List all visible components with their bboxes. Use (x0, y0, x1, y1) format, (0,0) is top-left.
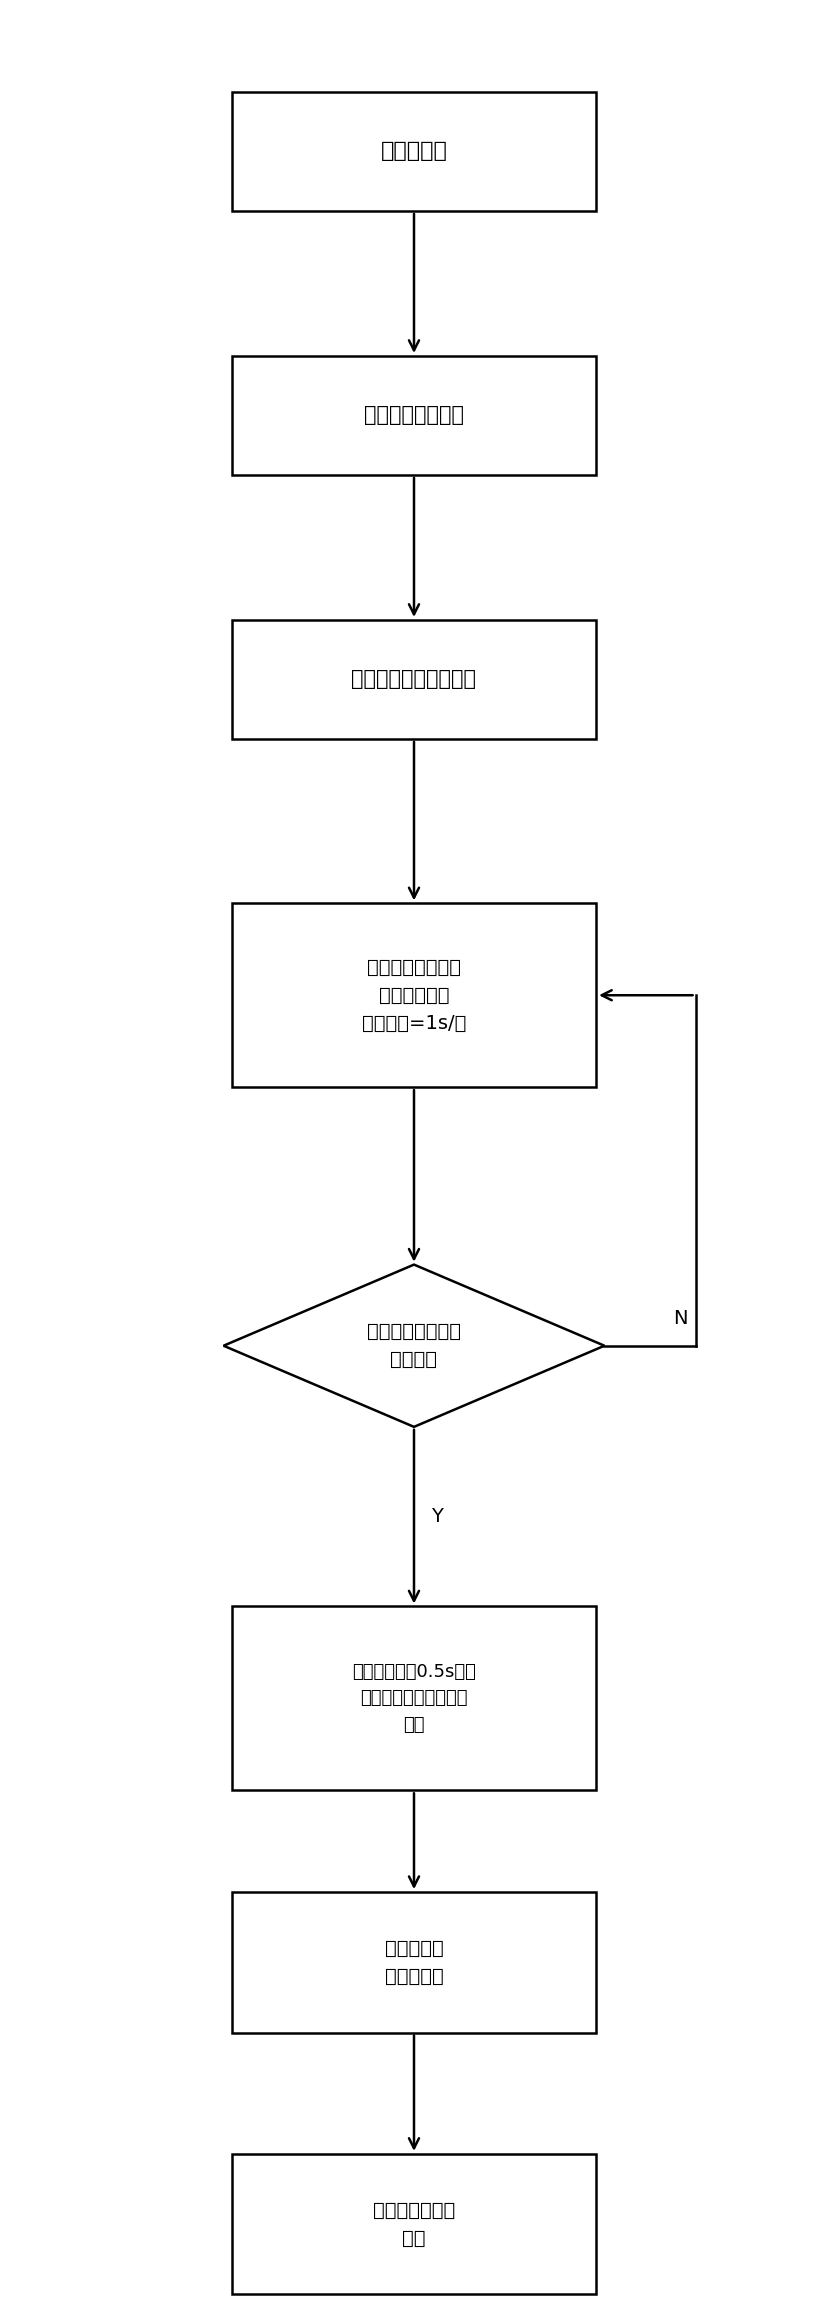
Text: 采集模块延时0.5s启动
采集，并同步启动键相
采集: 采集模块延时0.5s启动 采集，并同步启动键相 采集 (351, 1662, 476, 1734)
Bar (232, 620, 595, 738)
Text: 边缘计算控制系统
读取工艺参数
读取频率=1s/次: 边缘计算控制系统 读取工艺参数 读取频率=1s/次 (361, 958, 466, 1032)
Bar (232, 2153, 595, 2294)
Text: 配置工艺状态判断阈值: 配置工艺状态判断阈值 (351, 669, 476, 690)
Polygon shape (223, 1264, 604, 1426)
Bar (232, 93, 595, 211)
Text: N: N (672, 1310, 686, 1329)
Text: 设定读取工艺参数: 设定读取工艺参数 (364, 405, 463, 426)
Bar (232, 1607, 595, 1789)
Text: 波形分析和
特征值提取: 波形分析和 特征值提取 (385, 1940, 442, 1986)
Text: 设备状态及数据
展示: 设备状态及数据 展示 (372, 2202, 455, 2248)
Text: Y: Y (430, 1507, 442, 1526)
Bar (232, 1891, 595, 2033)
Bar (232, 357, 595, 475)
Bar (232, 903, 595, 1088)
Text: 判断当前时刻发生
咬钢事件: 判断当前时刻发生 咬钢事件 (366, 1322, 461, 1368)
Text: 初始化系统: 初始化系统 (380, 141, 447, 162)
